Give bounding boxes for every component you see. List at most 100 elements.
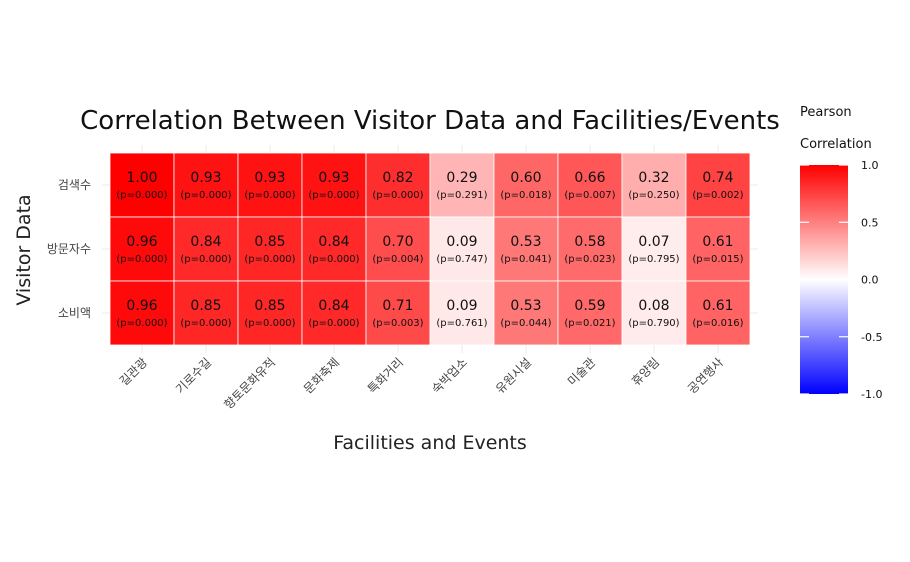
cell-value-label: 0.29 — [446, 170, 477, 186]
cell-value-label: 0.84 — [318, 234, 349, 250]
cell-value-label: 0.61 — [702, 234, 733, 250]
heatmap-cell — [109, 216, 175, 282]
legend: Pearson Correlation 1.0 0.5 0.0 -0.5 -1.0 — [800, 105, 882, 401]
cell-value-label: 0.09 — [446, 298, 477, 314]
chart-title: Correlation Between Visitor Data and Fac… — [80, 106, 780, 136]
x-tick-label: 미술관 — [565, 355, 598, 388]
heatmap-cell — [493, 152, 559, 218]
heatmap-cell — [493, 216, 559, 282]
heatmap-cell — [365, 216, 431, 282]
cell-value-label: 0.82 — [382, 170, 413, 186]
heatmap-cell — [685, 280, 751, 346]
cell-value-label: 0.07 — [638, 234, 669, 250]
cell-p-label: (p=0.000) — [116, 318, 167, 329]
y-tick-label: 방문자수 — [47, 242, 91, 256]
legend-tick-label: -0.5 — [861, 331, 882, 344]
cell-p-label: (p=0.000) — [308, 318, 359, 329]
cell-p-label: (p=0.000) — [244, 190, 295, 201]
cell-value-label: 0.93 — [254, 170, 285, 186]
cell-value-label: 0.59 — [574, 298, 605, 314]
cell-value-label: 0.74 — [702, 170, 733, 186]
x-tick-label: 휴양림 — [629, 355, 662, 388]
cell-p-label: (p=0.000) — [180, 190, 231, 201]
heatmap-cell — [301, 216, 367, 282]
cell-p-label: (p=0.018) — [500, 190, 551, 201]
cell-value-label: 0.58 — [574, 234, 605, 250]
cell-p-label: (p=0.021) — [564, 318, 615, 329]
heatmap-cell — [173, 152, 239, 218]
cell-p-label: (p=0.000) — [308, 190, 359, 201]
cell-value-label: 1.00 — [126, 170, 157, 186]
heatmap-cell — [621, 152, 687, 218]
x-tick-label: 유원시설 — [493, 355, 534, 396]
cell-p-label: (p=0.795) — [628, 254, 679, 265]
legend-tick-label: 1.0 — [861, 159, 879, 172]
cell-value-label: 0.84 — [190, 234, 221, 250]
heatmap-cell — [173, 280, 239, 346]
x-tick-label: 향토문화유적 — [221, 355, 278, 412]
cell-value-label: 0.93 — [318, 170, 349, 186]
cell-p-label: (p=0.291) — [436, 190, 487, 201]
heatmap-cell — [237, 152, 303, 218]
y-axis-title: Visitor Data — [13, 194, 35, 305]
legend-title-line1: Pearson — [800, 105, 852, 120]
cell-p-label: (p=0.004) — [372, 254, 423, 265]
heatmap-cell — [429, 216, 495, 282]
cell-value-label: 0.61 — [702, 298, 733, 314]
x-tick-label: 길관광 — [117, 355, 150, 388]
cell-p-label: (p=0.041) — [500, 254, 551, 265]
cell-p-label: (p=0.000) — [244, 318, 295, 329]
cell-p-label: (p=0.002) — [692, 190, 743, 201]
cell-value-label: 0.60 — [510, 170, 541, 186]
cell-p-label: (p=0.003) — [372, 318, 423, 329]
cell-p-label: (p=0.000) — [244, 254, 295, 265]
heatmap-cell — [685, 152, 751, 218]
cell-p-label: (p=0.000) — [372, 190, 423, 201]
x-tick-label: 특화거리 — [365, 355, 406, 396]
cell-p-label: (p=0.015) — [692, 254, 743, 265]
cell-value-label: 0.71 — [382, 298, 413, 314]
legend-tick-label: -1.0 — [861, 388, 882, 401]
cell-labels: 1.00 (p=0.000) 0.93 (p=0.000) 0.93 (p=0.000) 0… — [116, 170, 743, 329]
x-tick-label: 기로수길 — [173, 355, 214, 396]
cell-value-label: 0.09 — [446, 234, 477, 250]
cell-p-label: (p=0.250) — [628, 190, 679, 201]
heatmap-cell — [365, 280, 431, 346]
heatmap-cell — [557, 280, 623, 346]
y-tick-label: 검색수 — [58, 178, 91, 192]
heatmap-cell — [429, 280, 495, 346]
cell-p-label: (p=0.044) — [500, 318, 551, 329]
heatmap-cell — [621, 216, 687, 282]
legend-tick-label: 0.0 — [861, 274, 879, 287]
x-axis-title: Facilities and Events — [333, 432, 527, 454]
heatmap-cell — [685, 216, 751, 282]
cell-p-label: (p=0.790) — [628, 318, 679, 329]
cell-value-label: 0.08 — [638, 298, 669, 314]
heatmap-cell — [365, 152, 431, 218]
cell-p-label: (p=0.000) — [180, 254, 231, 265]
cell-value-label: 0.53 — [510, 234, 541, 250]
cell-value-label: 0.85 — [254, 298, 285, 314]
cell-value-label: 0.93 — [190, 170, 221, 186]
cell-p-label: (p=0.000) — [308, 254, 359, 265]
heatmap-cells — [109, 152, 751, 346]
cell-value-label: 0.53 — [510, 298, 541, 314]
x-tick-labels: 길관광 기로수길 향토문화유적 문화축제 특화거리 숙박업소 유원시설 미술관 휴양림 공연행사 — [117, 355, 726, 412]
x-tick-label: 공연행사 — [684, 355, 726, 397]
cell-value-label: 0.84 — [318, 298, 349, 314]
cell-p-label: (p=0.023) — [564, 254, 615, 265]
cell-p-label: (p=0.747) — [436, 254, 487, 265]
x-tick-label: 문화축제 — [301, 355, 342, 396]
y-tick-label: 소비액 — [58, 306, 91, 320]
legend-tick-label: 0.5 — [861, 216, 879, 229]
cell-value-label: 0.32 — [638, 170, 669, 186]
cell-p-label: (p=0.000) — [116, 190, 167, 201]
cell-value-label: 0.70 — [382, 234, 413, 250]
cell-value-label: 0.66 — [574, 170, 605, 186]
cell-p-label: (p=0.000) — [180, 318, 231, 329]
cell-p-label: (p=0.016) — [692, 318, 743, 329]
x-tick-label: 숙박업소 — [429, 355, 470, 396]
heatmap-cell — [301, 280, 367, 346]
